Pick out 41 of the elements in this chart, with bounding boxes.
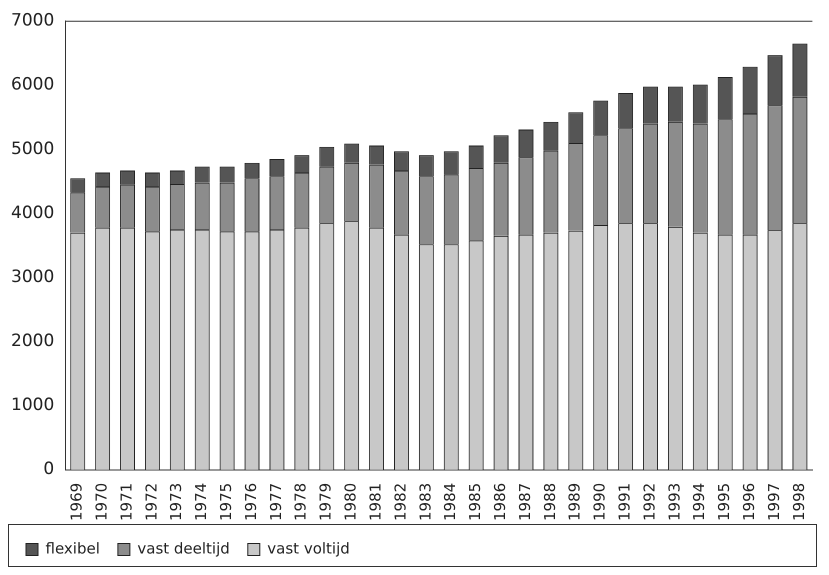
x-tick-label: 1991 — [615, 482, 634, 522]
x-tick-label: 1998 — [790, 482, 808, 522]
y-tick-label: 5000 — [11, 138, 54, 159]
y-tick-label: 2000 — [11, 331, 54, 352]
x-tick-label: 1985 — [466, 482, 484, 522]
x-tick-label: 1981 — [366, 482, 384, 522]
x-tick-label: 1994 — [690, 482, 708, 522]
x-tick-label: 1989 — [566, 482, 584, 522]
x-tick-label: 1988 — [540, 482, 559, 522]
legend-label: vast voltijd — [267, 539, 350, 558]
y-tick-label: 3000 — [11, 266, 54, 287]
x-tick-label: 1997 — [764, 482, 783, 522]
x-tick-label: 1990 — [590, 482, 609, 522]
x-tick-label: 1972 — [142, 482, 160, 522]
x-tick-label: 1993 — [665, 482, 684, 522]
x-tick-label: 1970 — [92, 482, 111, 522]
x-tick-label: 1987 — [516, 482, 534, 522]
x-tick-label: 1996 — [740, 482, 758, 522]
y-tick-label: 1000 — [11, 395, 54, 416]
x-tick-label: 1974 — [192, 482, 210, 522]
y-tick-label: 0 — [43, 459, 54, 480]
x-tick-label: 1979 — [316, 482, 335, 522]
x-tick-label: 1984 — [441, 482, 460, 522]
x-tick-label: 1975 — [217, 482, 236, 522]
x-tick-label: 1986 — [490, 482, 509, 522]
y-tick-label: 7000 — [11, 10, 54, 31]
x-tick-label: 1978 — [292, 482, 310, 522]
y-tick-label: 6000 — [11, 74, 54, 95]
x-tick-label: 1976 — [242, 482, 260, 522]
x-tick-label: 1982 — [391, 482, 410, 522]
x-tick-label: 1973 — [167, 482, 186, 522]
x-tick-label: 1992 — [640, 482, 658, 522]
x-tick-label: 1995 — [715, 482, 734, 522]
legend-label: flexibel — [46, 539, 100, 558]
x-tick-label: 1983 — [416, 482, 434, 522]
x-tick-label: 1971 — [117, 482, 136, 522]
legend-label: vast deeltijd — [137, 539, 230, 558]
x-tick-label: 1977 — [266, 482, 285, 522]
y-tick-label: 4000 — [11, 202, 54, 223]
x-tick-label: 1980 — [342, 482, 360, 522]
x-tick-label: 1969 — [68, 482, 86, 522]
